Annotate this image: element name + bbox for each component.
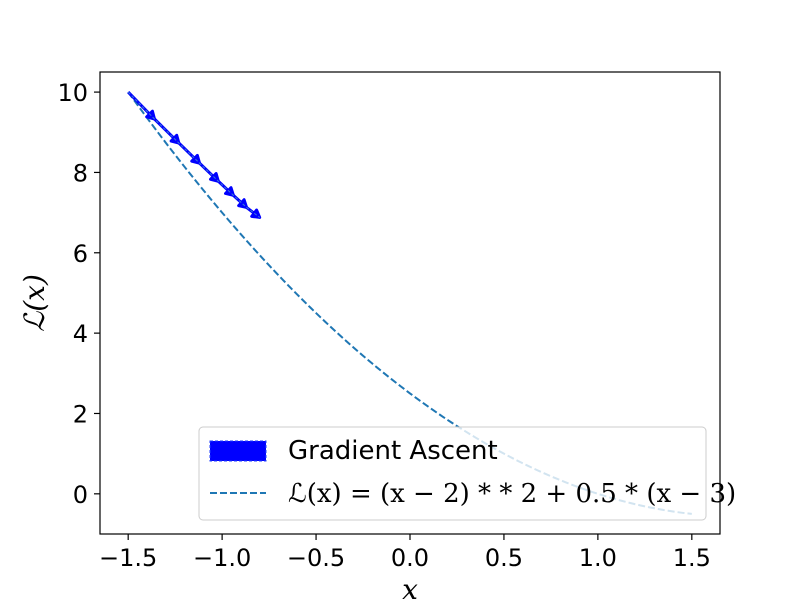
gradient-ascent-path [127,91,261,218]
legend: Gradient Ascent ℒ(x) = (x − 2) * * 2 + 0… [198,426,736,521]
x-axis-ticks: −1.5 −1.0 −0.5 0.0 0.5 1.0 1.5 [99,534,711,572]
y-tick-label: 0 [73,481,88,509]
y-axis-ticks: 0 2 4 6 8 10 [57,79,100,509]
y-tick-label: 4 [73,320,88,348]
x-tick-label: 0.5 [485,544,523,572]
x-tick-label: −0.5 [287,544,345,572]
legend-box [198,426,707,521]
y-tick-label: 6 [73,240,88,268]
legend-label-loss-curve: ℒ(x) = (x − 2) * * 2 + 0.5 * (x − 3) [288,479,736,509]
x-tick-label: 0.0 [391,544,429,572]
x-tick-label: 1.5 [673,544,711,572]
y-tick-label: 10 [57,79,88,107]
loss-curve-line [127,91,692,515]
y-tick-label: 8 [73,159,88,187]
arrow-layer [127,91,262,219]
y-axis-label: ℒ(x) [18,274,51,332]
x-tick-label: 1.0 [579,544,617,572]
x-tick-label: −1.5 [99,544,157,572]
x-axis-label: x [402,573,418,600]
legend-label-gradient-ascent: Gradient Ascent [288,436,498,466]
legend-swatch-gradient-ascent [209,440,267,462]
y-tick-label: 2 [73,400,88,428]
x-tick-label: −1.0 [193,544,251,572]
curve-layer [127,91,692,515]
